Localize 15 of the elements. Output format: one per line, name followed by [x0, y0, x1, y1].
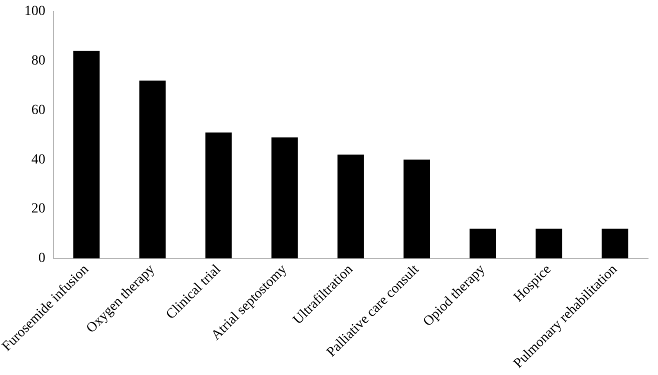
bar — [404, 160, 430, 258]
y-tick-label: 100 — [24, 4, 46, 20]
bar — [536, 228, 562, 258]
y-tick-label: 0 — [38, 251, 46, 266]
y-tick-label: 60 — [31, 102, 46, 118]
bar — [205, 132, 232, 258]
y-tick-label: 80 — [31, 53, 46, 68]
bar — [337, 154, 364, 258]
bar — [73, 50, 100, 258]
bar — [139, 80, 166, 258]
y-tick-label: 20 — [31, 202, 46, 217]
y-tick-label: 40 — [31, 152, 46, 168]
bar — [470, 228, 496, 258]
bar — [602, 228, 628, 258]
bar — [271, 137, 298, 258]
